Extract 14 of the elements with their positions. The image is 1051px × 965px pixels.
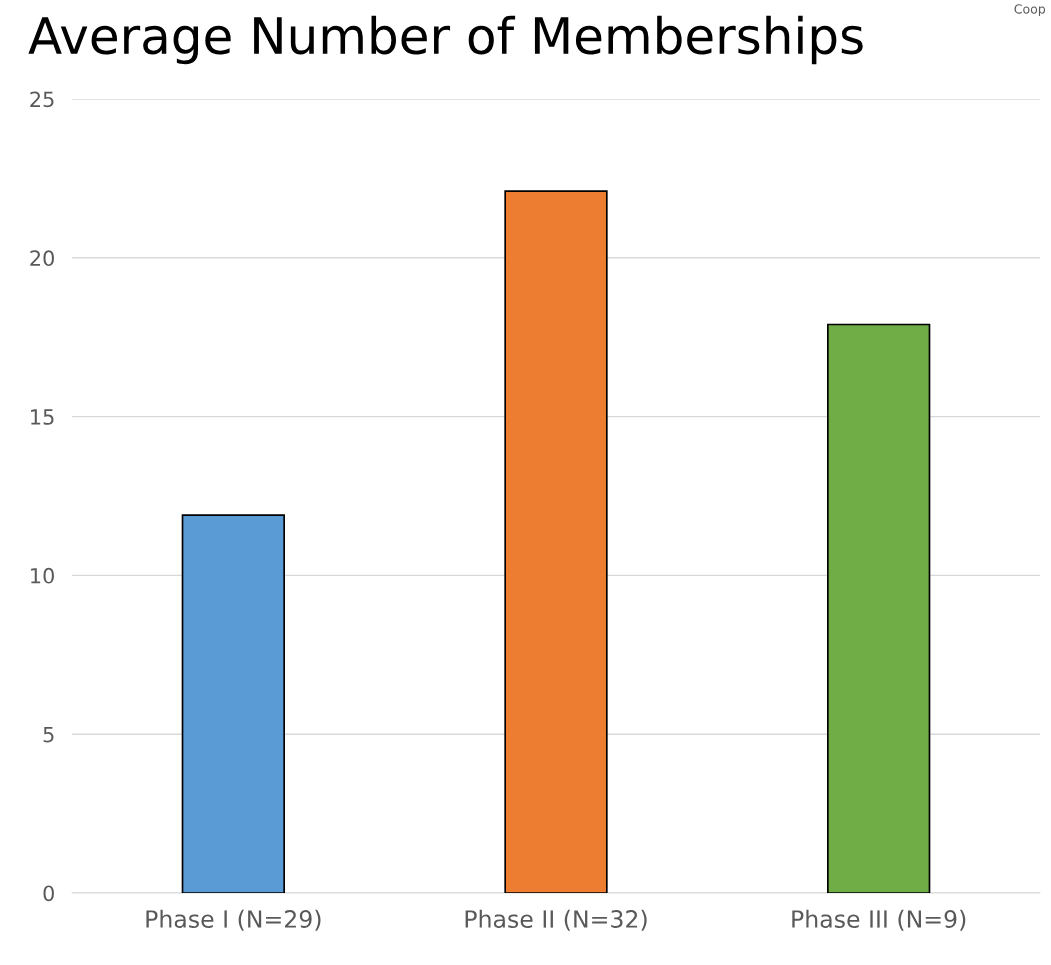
y-tick-label: 20 xyxy=(30,250,54,267)
y-tick-label: 25 xyxy=(30,91,54,108)
y-tick-label: 15 xyxy=(31,409,54,425)
x-tick-label: Phase I (N=29) xyxy=(146,909,321,931)
x-tick-label: Phase II (N=32) xyxy=(465,909,647,931)
bar xyxy=(827,323,931,893)
y-tick-label: 0 xyxy=(43,885,54,902)
text: Coop xyxy=(1014,4,1046,17)
chart-title: Average Number of Memberships xyxy=(28,15,863,65)
bar xyxy=(181,514,285,893)
bar xyxy=(504,190,608,893)
y-tick-label: 10 xyxy=(31,567,54,584)
y-tick-label: 5 xyxy=(43,726,54,743)
x-tick-label: Phase III (N=9) xyxy=(792,909,966,931)
